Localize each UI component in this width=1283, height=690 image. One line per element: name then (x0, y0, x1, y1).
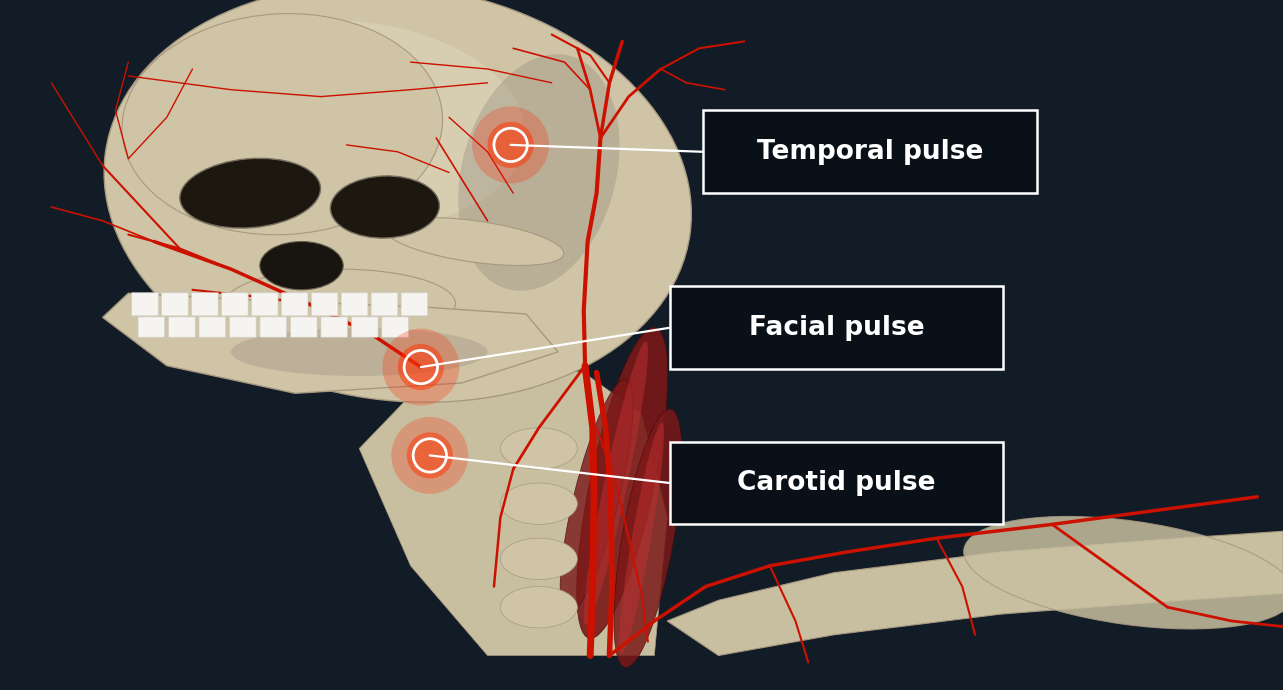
Ellipse shape (500, 483, 577, 524)
FancyBboxPatch shape (341, 293, 368, 316)
Ellipse shape (618, 423, 665, 653)
Ellipse shape (561, 380, 633, 614)
FancyBboxPatch shape (191, 293, 218, 316)
Ellipse shape (167, 20, 526, 228)
FancyBboxPatch shape (132, 293, 158, 316)
Circle shape (398, 344, 444, 390)
Ellipse shape (331, 176, 439, 238)
Polygon shape (359, 355, 667, 656)
Ellipse shape (613, 409, 683, 667)
Ellipse shape (225, 269, 455, 338)
Ellipse shape (964, 516, 1283, 629)
FancyBboxPatch shape (352, 317, 378, 337)
FancyBboxPatch shape (222, 293, 248, 316)
Circle shape (382, 328, 459, 406)
FancyBboxPatch shape (290, 317, 317, 337)
Text: Facial pulse: Facial pulse (749, 315, 924, 341)
FancyBboxPatch shape (139, 317, 164, 337)
FancyBboxPatch shape (230, 317, 257, 337)
Ellipse shape (386, 217, 563, 266)
Ellipse shape (259, 241, 344, 290)
FancyBboxPatch shape (670, 286, 1003, 369)
Ellipse shape (458, 55, 620, 290)
FancyBboxPatch shape (312, 293, 337, 316)
Circle shape (407, 433, 453, 478)
FancyBboxPatch shape (402, 293, 427, 316)
FancyBboxPatch shape (703, 110, 1037, 193)
Ellipse shape (500, 586, 577, 628)
Ellipse shape (584, 342, 648, 624)
Ellipse shape (500, 538, 577, 580)
FancyBboxPatch shape (321, 317, 348, 337)
FancyBboxPatch shape (670, 442, 1003, 524)
FancyBboxPatch shape (382, 317, 408, 337)
FancyBboxPatch shape (162, 293, 189, 316)
Ellipse shape (122, 14, 443, 235)
Text: Temporal pulse: Temporal pulse (757, 139, 983, 165)
Circle shape (472, 106, 549, 184)
Circle shape (391, 417, 468, 494)
Ellipse shape (104, 0, 692, 402)
FancyBboxPatch shape (281, 293, 308, 316)
Ellipse shape (577, 328, 667, 638)
Ellipse shape (231, 328, 488, 376)
Polygon shape (667, 531, 1283, 656)
Polygon shape (103, 293, 558, 393)
FancyBboxPatch shape (199, 317, 226, 337)
Text: Carotid pulse: Carotid pulse (738, 470, 935, 496)
FancyBboxPatch shape (371, 293, 398, 316)
Ellipse shape (500, 428, 577, 469)
FancyBboxPatch shape (260, 317, 286, 337)
Ellipse shape (180, 158, 321, 228)
FancyBboxPatch shape (251, 293, 278, 316)
Circle shape (488, 122, 534, 168)
FancyBboxPatch shape (168, 317, 195, 337)
